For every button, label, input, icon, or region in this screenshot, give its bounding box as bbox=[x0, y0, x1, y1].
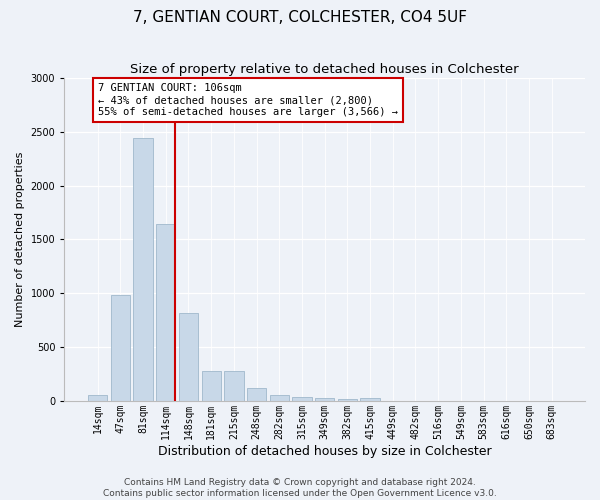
Bar bbox=[133, 138, 153, 401]
Bar bbox=[88, 395, 107, 401]
Text: 7 GENTIAN COURT: 106sqm
← 43% of detached houses are smaller (2,800)
55% of semi: 7 GENTIAN COURT: 106sqm ← 43% of detache… bbox=[98, 84, 398, 116]
Text: Contains HM Land Registry data © Crown copyright and database right 2024.
Contai: Contains HM Land Registry data © Crown c… bbox=[103, 478, 497, 498]
Title: Size of property relative to detached houses in Colchester: Size of property relative to detached ho… bbox=[130, 62, 519, 76]
Y-axis label: Number of detached properties: Number of detached properties bbox=[15, 152, 25, 327]
Text: 7, GENTIAN COURT, COLCHESTER, CO4 5UF: 7, GENTIAN COURT, COLCHESTER, CO4 5UF bbox=[133, 10, 467, 25]
Bar bbox=[111, 295, 130, 401]
Bar bbox=[361, 398, 380, 401]
Bar bbox=[292, 396, 311, 401]
Bar bbox=[269, 395, 289, 401]
Bar bbox=[224, 372, 244, 401]
Bar bbox=[338, 398, 357, 401]
Bar bbox=[179, 312, 198, 401]
Bar bbox=[315, 398, 334, 401]
X-axis label: Distribution of detached houses by size in Colchester: Distribution of detached houses by size … bbox=[158, 444, 491, 458]
Bar bbox=[156, 224, 175, 401]
Bar bbox=[247, 388, 266, 401]
Bar bbox=[202, 372, 221, 401]
